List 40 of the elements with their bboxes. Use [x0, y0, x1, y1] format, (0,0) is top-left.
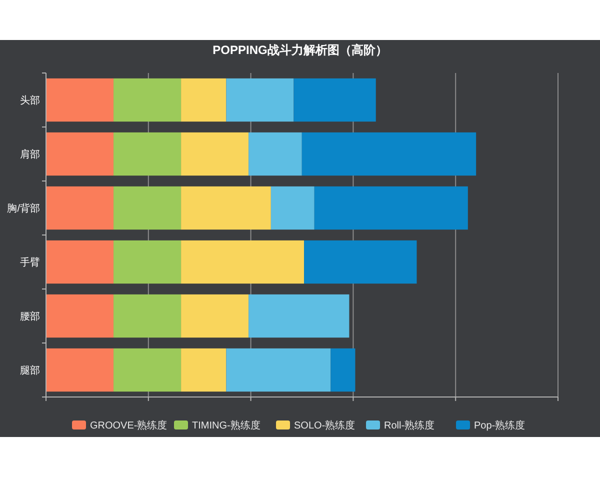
- bar: [294, 78, 376, 122]
- legend-label: SOLO-熟练度: [294, 420, 356, 432]
- bar: [302, 132, 476, 176]
- bar: [46, 240, 114, 284]
- bar: [114, 132, 182, 176]
- legend-label: Pop-熟练度: [474, 420, 526, 432]
- bar: [181, 186, 271, 230]
- y-tick-label: 腰部: [20, 310, 40, 322]
- bar: [46, 78, 114, 122]
- y-tick-label: 胸/背部: [7, 202, 40, 214]
- bar: [181, 294, 249, 338]
- bar: [114, 294, 182, 338]
- legend-label: TIMING-熟练度: [192, 420, 260, 432]
- bar: [114, 240, 182, 284]
- bar: [330, 348, 356, 392]
- bar: [114, 186, 182, 230]
- bar: [46, 132, 114, 176]
- bar: [46, 294, 114, 338]
- bar: [181, 78, 226, 122]
- bar: [248, 294, 350, 338]
- bar: [46, 348, 114, 392]
- bar: [314, 186, 468, 230]
- bar: [226, 348, 331, 392]
- y-tick-label: 头部: [20, 94, 40, 106]
- chart-title: POPPING战斗力解析图（高阶）: [212, 43, 388, 57]
- bar: [46, 186, 114, 230]
- bar: [114, 78, 182, 122]
- bar: [248, 132, 302, 176]
- bar: [270, 186, 314, 230]
- bar: [114, 348, 182, 392]
- bar: [304, 240, 417, 284]
- bar: [181, 348, 226, 392]
- y-tick-label: 肩部: [20, 148, 40, 160]
- y-tick-label: 腿部: [20, 364, 40, 376]
- legend-label: GROOVE-熟练度: [90, 420, 168, 432]
- legend-label: Roll-熟练度: [384, 420, 435, 432]
- y-tick-label: 手臂: [20, 256, 40, 268]
- bar: [181, 240, 304, 284]
- bar: [181, 132, 249, 176]
- bar: [226, 78, 294, 122]
